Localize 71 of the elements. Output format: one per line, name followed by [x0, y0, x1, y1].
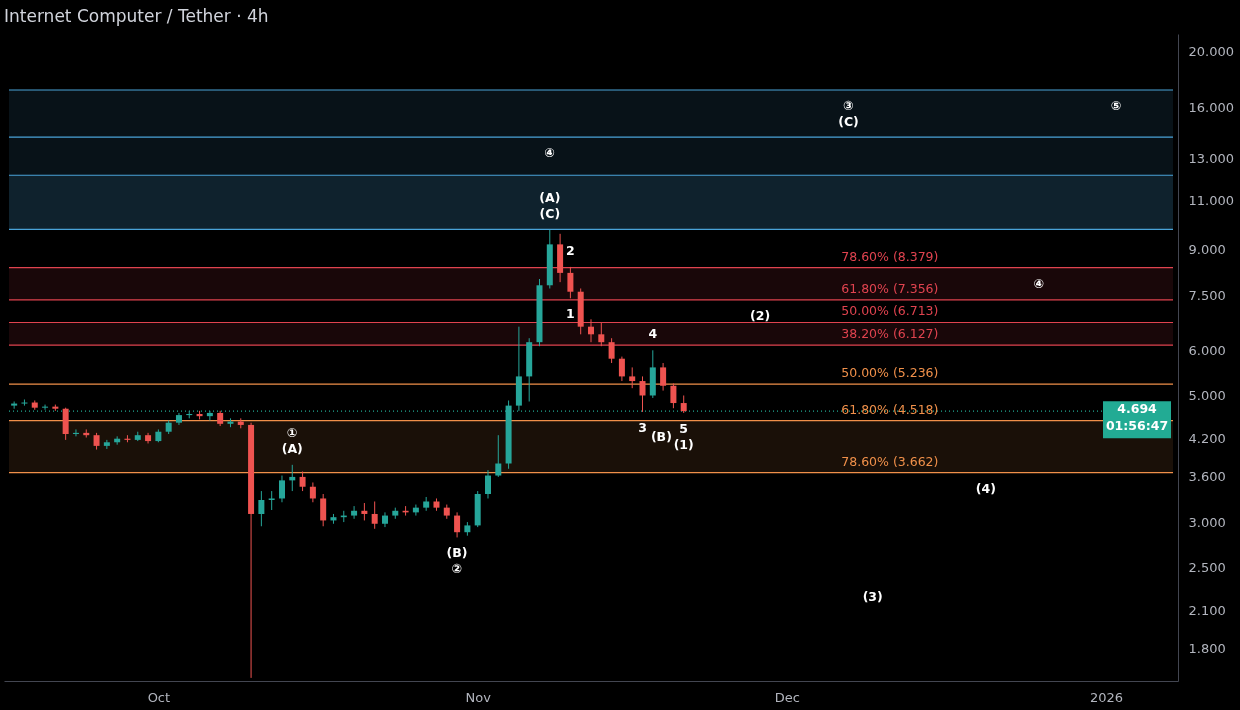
annotation: (B)	[446, 545, 468, 561]
annotation: ⑤	[1111, 98, 1122, 114]
annotation: ④	[544, 145, 556, 161]
ref-line-label: 4.694 01:56:47	[1105, 401, 1169, 434]
annotation: 3	[638, 419, 647, 435]
annotation: (B)	[650, 428, 672, 444]
candlestick	[608, 337, 615, 364]
x-tick-label: Dec	[774, 689, 800, 705]
y-tick-label: 9.000	[1188, 242, 1226, 258]
candlestick	[258, 490, 265, 527]
annotation: (A)	[281, 440, 303, 456]
x-tick-label: Nov	[465, 689, 492, 705]
ref-line-label: 78.60% (8.379)	[841, 248, 939, 264]
candlestick	[629, 366, 636, 389]
y-tick-label: 2.100	[1188, 602, 1226, 618]
y-tick-label: 13.000	[1188, 151, 1234, 167]
y-tick-label: 20.000	[1188, 44, 1234, 60]
y-tick-label: 3.000	[1188, 514, 1226, 530]
annotation: (C)	[838, 114, 859, 130]
y-tick-label: 3.600	[1188, 469, 1226, 485]
candlestick	[299, 470, 306, 492]
candlestick	[371, 500, 378, 530]
y-tick-label: 16.000	[1188, 99, 1234, 115]
candlestick	[670, 382, 677, 409]
y-tick-label: 7.500	[1188, 287, 1226, 303]
candlestick	[598, 322, 605, 347]
y-tick-label: 4.200	[1188, 431, 1226, 447]
chart-title: Internet Computer / Tether · 4h	[4, 6, 269, 26]
annotation: (1)	[673, 436, 694, 452]
y-tick-label: 11.000	[1188, 192, 1234, 208]
ref-line-label: 50.00% (6.713)	[841, 303, 939, 319]
candlestick	[320, 493, 327, 527]
candlestick	[495, 434, 502, 478]
annotation: ③	[843, 98, 854, 114]
y-tick-label: 6.000	[1188, 342, 1226, 358]
candlestick	[21, 398, 28, 407]
annotation: 1	[566, 306, 575, 322]
x-tick-label: 2026	[1090, 689, 1124, 705]
candlestick	[278, 475, 285, 503]
annotation: 5	[679, 420, 689, 436]
annotation: ④	[1033, 275, 1045, 291]
candlestick	[351, 505, 358, 520]
candlestick	[567, 266, 574, 299]
candlestick	[268, 490, 275, 511]
candlestick	[484, 469, 491, 499]
candlestick	[588, 318, 594, 343]
candlestick	[618, 356, 625, 382]
annotation: ②	[451, 561, 463, 577]
ref-line-label: 61.80% (4.518)	[841, 401, 939, 417]
ref-line-label: 50.00% (5.236)	[841, 365, 939, 381]
y-tick-label: 2.500	[1188, 559, 1226, 575]
candlestick	[639, 375, 646, 413]
candlestick	[454, 511, 461, 538]
candlestick	[103, 439, 110, 450]
annotation: (3)	[862, 588, 883, 604]
x-tick-label: Oct	[147, 689, 171, 705]
annotation: (4)	[975, 480, 996, 496]
y-tick-label: 5.000	[1188, 387, 1226, 403]
candlestick	[660, 362, 667, 392]
annotation: ①	[286, 424, 298, 440]
annotation: (C)	[539, 205, 561, 221]
ref-line-label: 61.80% (7.356)	[841, 280, 939, 296]
annotation: (2)	[750, 307, 771, 323]
candlestick	[381, 511, 388, 528]
ref-line-label: 78.60% (3.662)	[841, 453, 939, 469]
annotation: 2	[566, 242, 575, 258]
y-tick-label: 1.800	[1188, 641, 1226, 657]
candlestick	[309, 481, 316, 503]
annotation: 4	[648, 326, 658, 342]
ref-line-label: 38.20% (6.127)	[841, 326, 939, 342]
annotation: (A)	[539, 189, 561, 205]
